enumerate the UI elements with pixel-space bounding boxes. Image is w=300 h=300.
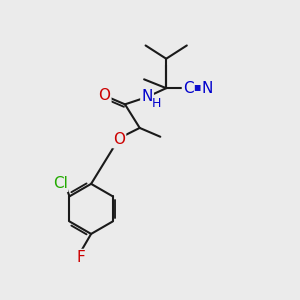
Text: C: C: [183, 81, 194, 96]
Text: N: N: [202, 81, 213, 96]
Text: O: O: [113, 132, 125, 147]
Text: N: N: [141, 89, 153, 104]
Text: F: F: [76, 250, 85, 265]
Text: Cl: Cl: [53, 176, 68, 191]
Text: O: O: [98, 88, 110, 103]
Text: H: H: [152, 97, 161, 110]
